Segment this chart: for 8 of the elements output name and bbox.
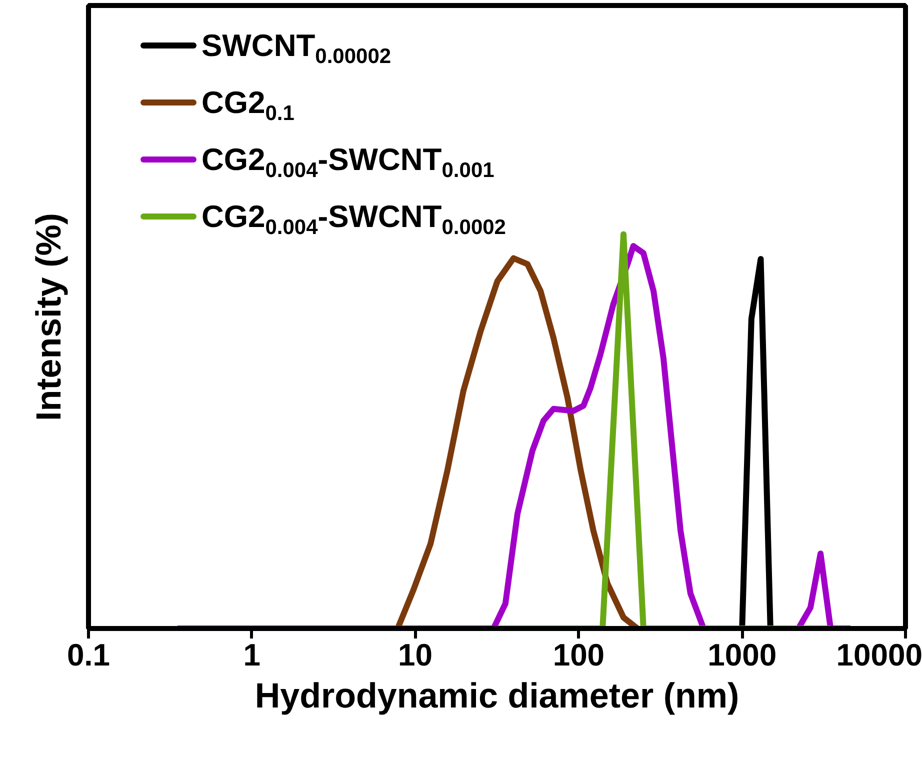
x-tick-label: 1000: [708, 638, 777, 672]
x-tick-label: 10: [398, 638, 433, 672]
x-tick-label: 0.1: [66, 638, 110, 672]
y-axis-title: Intensity (%): [30, 212, 68, 422]
x-tick-label: 100: [552, 638, 605, 672]
x-tick-label: 10000: [836, 638, 922, 672]
x-axis-title: Hydrodynamic diameter (nm): [254, 676, 740, 716]
x-tick-label: 1: [243, 638, 261, 672]
